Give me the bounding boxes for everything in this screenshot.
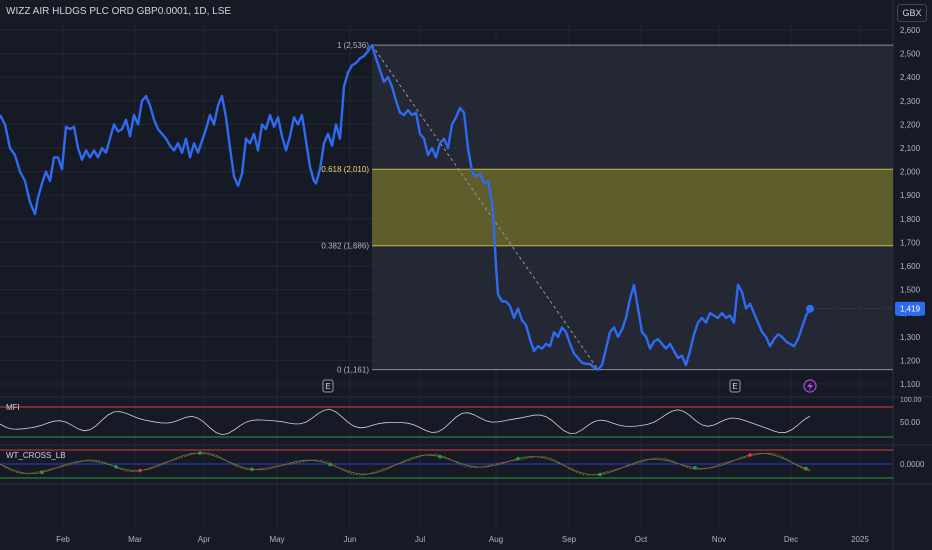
last-price-label: 1,419 bbox=[900, 305, 921, 314]
lightning-event-icon bbox=[803, 379, 817, 393]
y-tick-label: 1,200 bbox=[900, 356, 921, 365]
y-tick-label: 2,300 bbox=[900, 97, 921, 106]
wt-cross-dot bbox=[598, 472, 602, 477]
wt-cross-dot bbox=[438, 454, 442, 459]
currency-button[interactable]: GBX bbox=[897, 4, 927, 22]
x-tick-label: Apr bbox=[198, 535, 211, 544]
y-tick-label: 1,900 bbox=[900, 191, 921, 200]
wt-cross-dot bbox=[516, 456, 520, 461]
earnings-event-letter: E bbox=[732, 382, 737, 391]
wt-cross-dot bbox=[114, 465, 118, 469]
x-tick-label: Feb bbox=[56, 535, 70, 544]
wt-tick-label: 0.0000 bbox=[900, 460, 925, 469]
mfi-line bbox=[0, 408, 811, 436]
y-tick-label: 2,200 bbox=[900, 120, 921, 129]
y-tick-label: 1,100 bbox=[900, 380, 921, 389]
wt-cross-label[interactable]: WT_CROSS_LB bbox=[6, 451, 66, 460]
y-tick-label: 1,600 bbox=[900, 262, 921, 271]
y-tick-label: 1,500 bbox=[900, 286, 921, 295]
wt-line-1 bbox=[0, 452, 811, 476]
y-tick-label: 2,000 bbox=[900, 168, 921, 177]
x-tick-label: Dec bbox=[784, 535, 798, 544]
mfi-tick-label: 100.00 bbox=[900, 397, 922, 404]
x-tick-label: Jun bbox=[344, 535, 357, 544]
x-tick-label: 2025 bbox=[851, 535, 869, 544]
wt-cross-dot bbox=[138, 468, 142, 473]
x-tick-label: Mar bbox=[128, 535, 142, 544]
wt-line-2 bbox=[0, 452, 811, 476]
earnings-event-icon bbox=[729, 379, 741, 393]
x-tick-label: Sep bbox=[562, 535, 577, 544]
wt-cross-dot bbox=[328, 462, 332, 467]
wt-cross-dot bbox=[748, 453, 752, 457]
y-tick-label: 2,600 bbox=[900, 26, 921, 35]
mfi-label[interactable]: MFI bbox=[6, 403, 20, 412]
y-tick-label: 2,500 bbox=[900, 50, 921, 59]
y-tick-label: 1,800 bbox=[900, 215, 921, 224]
wt-cross-dot bbox=[804, 466, 808, 471]
x-tick-label: Nov bbox=[712, 535, 726, 544]
x-tick-label: Aug bbox=[489, 535, 503, 544]
fib-level-label: 0.618 (2,010) bbox=[321, 165, 369, 174]
y-tick-label: 2,400 bbox=[900, 73, 921, 82]
symbol-title[interactable]: WIZZ AIR HLDGS PLC ORD GBP0.0001, 1D, LS… bbox=[6, 6, 232, 17]
x-tick-label: Jul bbox=[415, 535, 425, 544]
wt-cross-dot bbox=[693, 465, 697, 470]
price-line bbox=[0, 43, 812, 371]
x-tick-label: May bbox=[269, 535, 284, 544]
wt-cross-dot bbox=[198, 451, 202, 455]
wt-cross-dot bbox=[250, 467, 254, 472]
x-tick-label: Oct bbox=[635, 535, 648, 544]
earnings-event-letter: E bbox=[325, 382, 330, 391]
wt-cross-dot bbox=[40, 470, 44, 475]
mfi-tick-label: 50.00 bbox=[900, 418, 921, 427]
fib-level-label: 1 (2,536) bbox=[337, 41, 369, 50]
y-tick-label: 2,100 bbox=[900, 144, 921, 153]
fib-golden-zone bbox=[372, 169, 893, 246]
y-tick-label: 1,300 bbox=[900, 333, 921, 342]
fib-level-label: 0.382 (1,686) bbox=[321, 242, 369, 251]
last-price-badge bbox=[895, 301, 925, 316]
fib-level-label: 0 (1,161) bbox=[337, 366, 369, 375]
y-tick-label: 1,700 bbox=[900, 238, 921, 247]
lightning-bolt-icon bbox=[807, 382, 813, 391]
earnings-event-icon bbox=[322, 379, 334, 393]
